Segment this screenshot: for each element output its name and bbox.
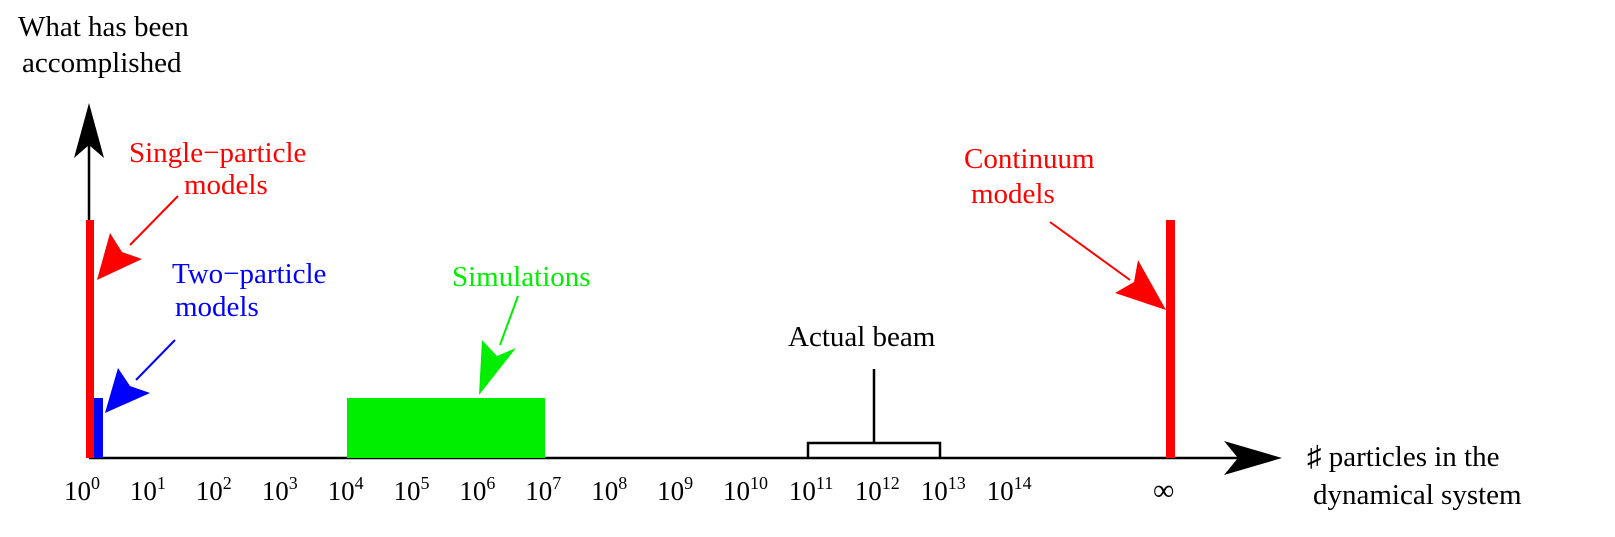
x-tick-label: 100 (64, 473, 100, 506)
x-tick-labels: 100 101 102 103 104 105 106 107 108 109 1010 1011 10… (64, 473, 1032, 506)
x-tick-infinity: ∞ (1153, 474, 1174, 507)
x-tick-label: 105 (394, 473, 430, 506)
x-tick-label: 101 (130, 473, 166, 506)
two-particle-label-line1: Two−particle (172, 258, 326, 290)
x-tick-label: 109 (657, 473, 693, 506)
y-axis-arrowhead (74, 103, 104, 158)
single-particle-label-line1: Single−particle (129, 137, 306, 169)
x-tick-exponent: 4 (355, 473, 364, 493)
two-particle-bar (94, 398, 103, 458)
single-particle-arrowhead (97, 233, 142, 280)
x-tick-base: 10 (987, 476, 1014, 506)
x-tick-base: 10 (657, 476, 684, 506)
x-tick-label: 108 (591, 473, 627, 506)
two-particle-arrowhead (105, 368, 150, 413)
x-tick-label: 103 (262, 473, 298, 506)
x-axis-label-line2: dynamical system (1313, 479, 1522, 511)
x-tick-base: 10 (196, 476, 223, 506)
x-tick-exponent: 2 (223, 473, 232, 493)
x-axis-label-line1: ♯ particles in the (1307, 441, 1499, 473)
x-tick-exponent: 9 (684, 473, 693, 493)
x-axis-arrowhead (1224, 441, 1282, 475)
simulations-arrow-shaft (499, 295, 519, 346)
continuum-arrowhead (1115, 260, 1166, 310)
actual-beam-bracket (806, 441, 942, 458)
x-tick-base: 10 (459, 476, 486, 506)
x-tick-exponent: 8 (618, 473, 627, 493)
continuum-label-line1: Continuum (964, 143, 1095, 175)
two-particle-label-line2: models (175, 291, 259, 323)
x-tick-label: 1014 (987, 473, 1032, 506)
single-particle-arrow-shaft (129, 195, 179, 246)
x-tick-exponent: 5 (421, 473, 430, 493)
x-tick-exponent: 12 (882, 473, 900, 493)
x-tick-exponent: 13 (948, 473, 966, 493)
x-tick-base: 10 (525, 476, 552, 506)
continuum-bar (1166, 220, 1175, 458)
simulations-label: Simulations (452, 261, 591, 293)
x-tick-label: 1013 (921, 473, 966, 506)
x-tick-exponent: 0 (91, 473, 100, 493)
simulations-arrowhead (479, 340, 516, 395)
x-tick-base: 10 (921, 476, 948, 506)
x-tick-base: 10 (723, 476, 750, 506)
actual-beam-label: Actual beam (788, 321, 936, 353)
y-axis-label-line2: accomplished (22, 47, 182, 79)
x-tick-label: 106 (459, 473, 495, 506)
x-tick-exponent: 6 (486, 473, 495, 493)
x-tick-base: 10 (64, 476, 91, 506)
x-tick-exponent: 3 (289, 473, 298, 493)
x-tick-label: 107 (525, 473, 561, 506)
x-tick-exponent: 7 (552, 473, 561, 493)
simulations-bar (347, 398, 545, 458)
single-particle-label-line2: models (184, 169, 268, 201)
x-tick-base: 10 (328, 476, 355, 506)
two-particle-arrow-shaft (135, 339, 176, 381)
single-particle-bar (86, 220, 94, 458)
x-tick-base: 10 (262, 476, 289, 506)
x-tick-base: 10 (591, 476, 618, 506)
x-tick-label: 104 (328, 473, 364, 506)
x-tick-label: 1011 (789, 473, 833, 506)
x-tick-exponent: 14 (1014, 473, 1032, 493)
x-tick-base: 10 (130, 476, 157, 506)
x-tick-label: 1010 (723, 473, 768, 506)
x-tick-label: 1012 (855, 473, 900, 506)
y-axis-label-line1: What has been (18, 11, 189, 43)
x-tick-exponent: 10 (750, 473, 768, 493)
x-tick-base: 10 (789, 476, 816, 506)
x-tick-exponent: 11 (816, 473, 833, 493)
x-tick-exponent: 1 (157, 473, 166, 493)
x-tick-label: 102 (196, 473, 232, 506)
x-tick-base: 10 (394, 476, 421, 506)
continuum-label-line2: models (971, 178, 1055, 210)
continuum-arrow-shaft (1049, 221, 1131, 281)
x-tick-base: 10 (855, 476, 882, 506)
